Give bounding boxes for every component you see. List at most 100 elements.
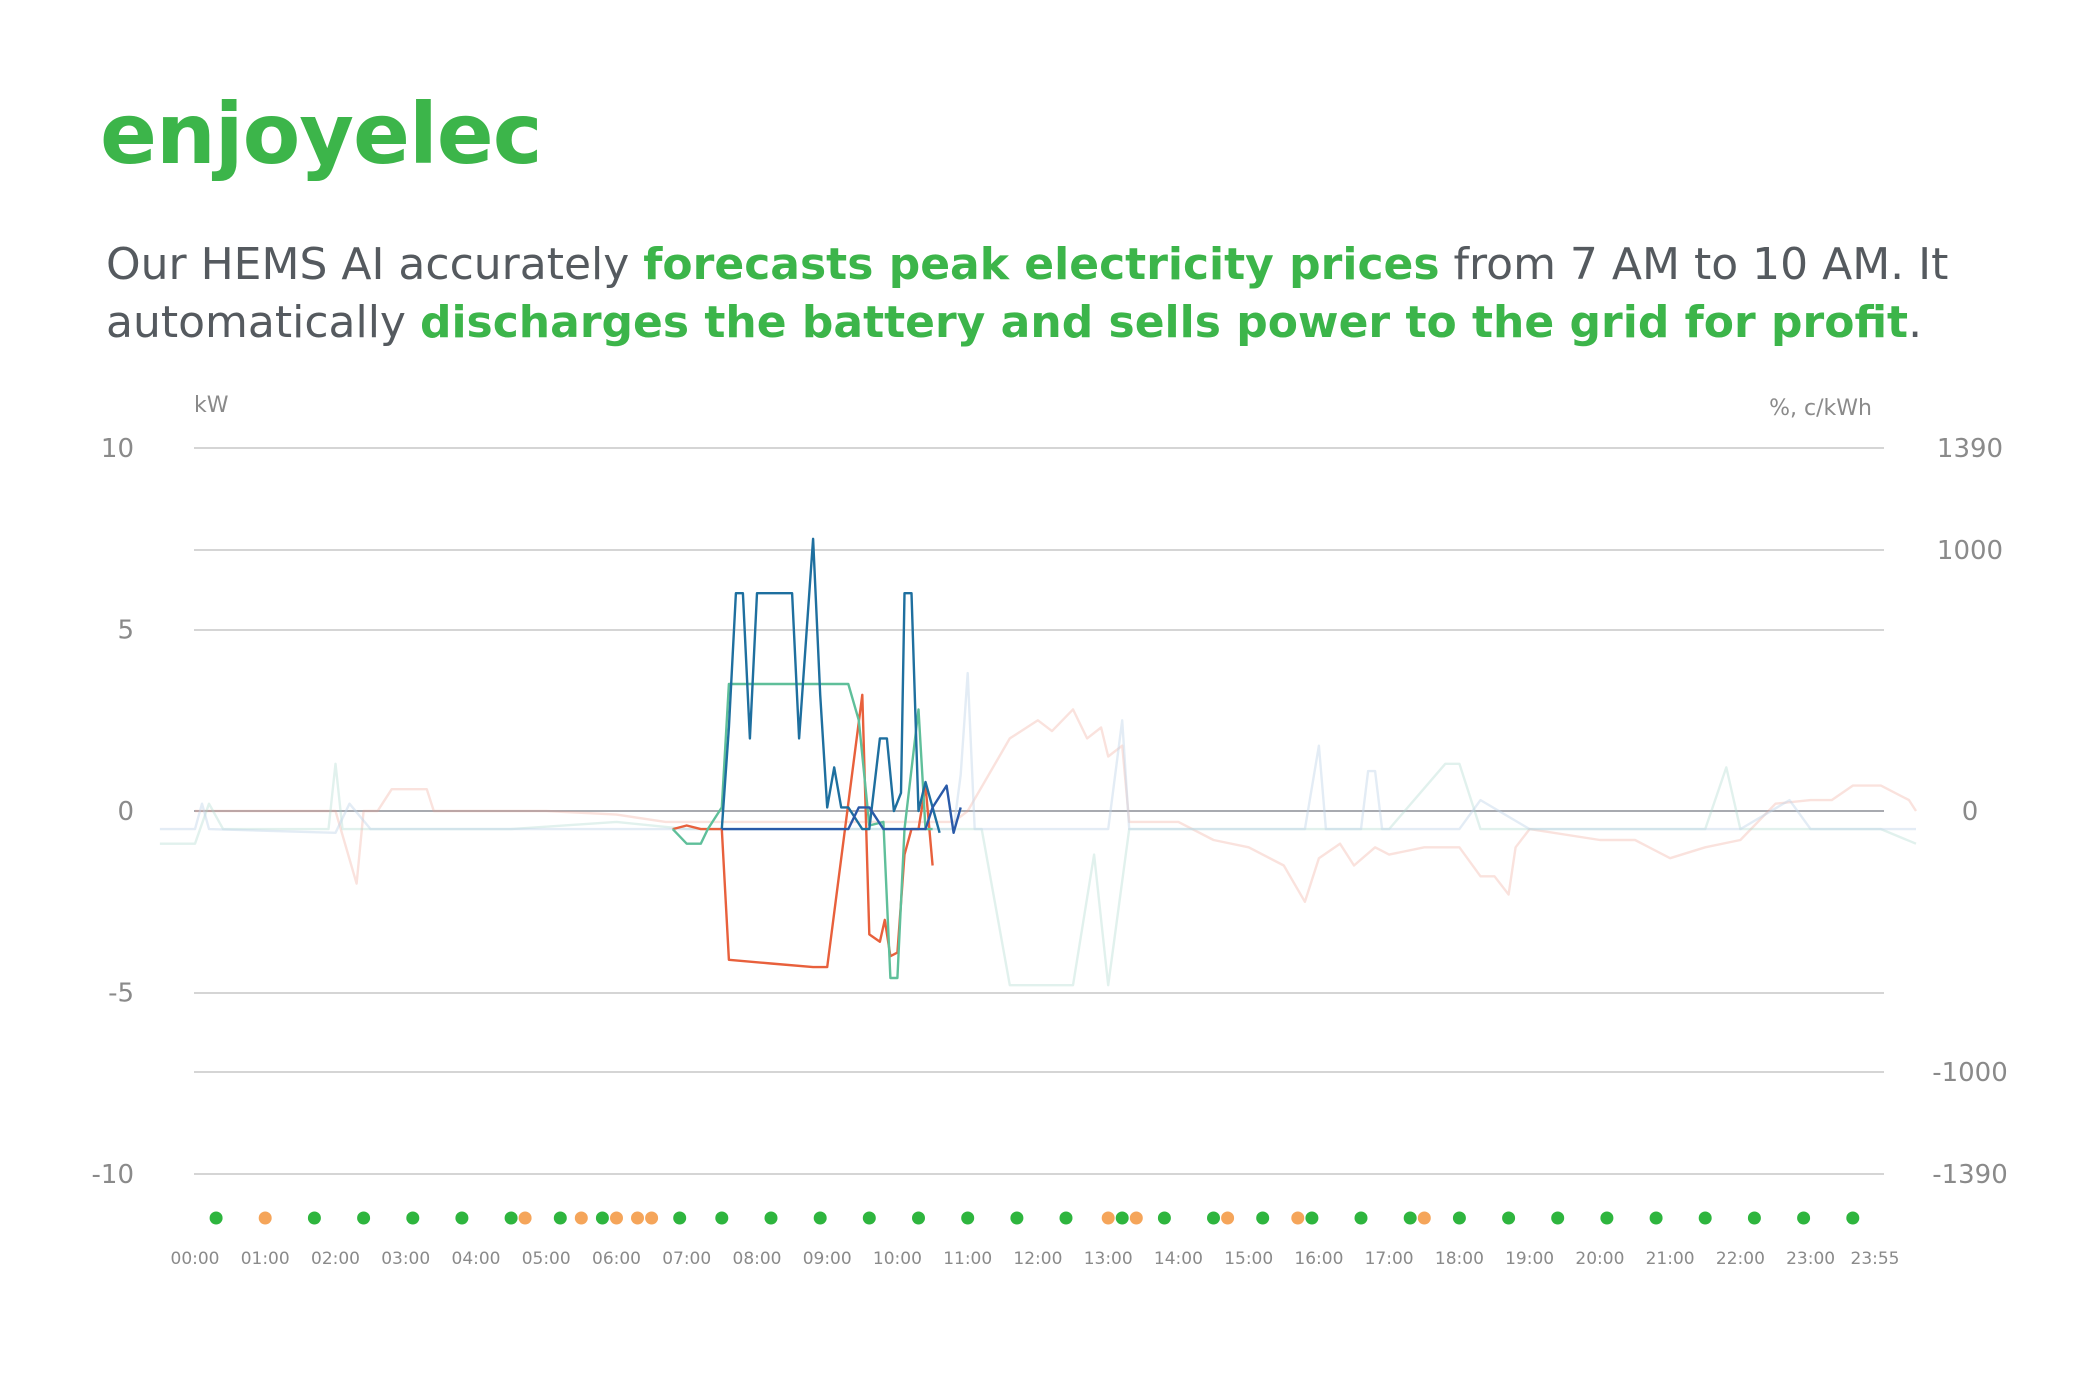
- x-tick-label: 11:00: [943, 1249, 992, 1269]
- price-dot-green: [357, 1211, 371, 1225]
- x-tick-label: 04:00: [452, 1249, 501, 1269]
- headline-part-2: from 7 AM to 10 AM. It automatically: [106, 239, 1949, 348]
- series-line-4: [195, 708, 1918, 903]
- price-dot-orange: [574, 1211, 588, 1225]
- x-tick-label: 01:00: [241, 1249, 290, 1269]
- right-tick-label: -1390: [1932, 1160, 2008, 1190]
- price-dot-orange: [1129, 1211, 1143, 1225]
- x-tick-label: 22:00: [1716, 1249, 1765, 1269]
- grid-lines: [194, 447, 1884, 1175]
- x-tick-label: 09:00: [803, 1249, 852, 1269]
- price-dot-orange: [1417, 1211, 1431, 1225]
- price-dot-orange: [1221, 1211, 1235, 1225]
- right-tick-label: 1390: [1937, 434, 2003, 464]
- right-tick-label: -1000: [1932, 1058, 2008, 1088]
- right-axis-unit: %, c/kWh: [1769, 396, 1872, 421]
- series-line-1: [671, 682, 933, 980]
- x-tick-label: 20:00: [1575, 1249, 1624, 1269]
- x-tick-label: 14:00: [1154, 1249, 1203, 1269]
- price-dot-green: [1354, 1211, 1368, 1225]
- x-tick-label: 21:00: [1646, 1249, 1695, 1269]
- price-dot-green: [813, 1211, 827, 1225]
- x-tick-label: 08:00: [733, 1249, 782, 1269]
- headline-part-1: Our HEMS AI accurately: [106, 239, 644, 290]
- series-line-6: [159, 671, 1916, 834]
- x-tick-label: 05:00: [522, 1249, 571, 1269]
- price-dot-green: [406, 1211, 420, 1225]
- series-line-5: [159, 762, 1917, 987]
- price-dot-green: [912, 1211, 925, 1225]
- series-line-3: [721, 784, 962, 834]
- price-dot-green: [1747, 1211, 1761, 1225]
- price-dot-orange: [258, 1211, 272, 1225]
- price-dot-green: [715, 1211, 729, 1225]
- price-dot-green: [209, 1211, 223, 1225]
- logo-text: enjoyelec: [100, 85, 543, 183]
- x-tick-label: 12:00: [1013, 1249, 1062, 1269]
- price-dot-green: [1059, 1211, 1073, 1225]
- price-dot-green: [1698, 1211, 1712, 1225]
- series-line-2: [720, 537, 941, 834]
- price-dot-green: [1256, 1211, 1270, 1225]
- price-dot-green: [1207, 1211, 1220, 1225]
- price-dot-green: [1649, 1211, 1663, 1225]
- price-dot-orange: [631, 1211, 644, 1225]
- x-tick-label: 03:00: [381, 1249, 430, 1269]
- price-status-dots: [209, 1211, 1860, 1225]
- enjoyelec-logo: enjoyelec: [100, 92, 543, 176]
- x-tick-label: 23:00: [1786, 1249, 1835, 1269]
- series-line-0: [672, 693, 934, 969]
- right-axis-ticks: 1390 1000 0 -1000 -1390: [1932, 434, 2008, 1190]
- price-dot-green: [595, 1211, 609, 1225]
- headline-highlight-1: forecasts peak electricity prices: [643, 239, 1440, 290]
- left-tick-label: 5: [117, 616, 134, 646]
- price-dot-green: [455, 1211, 469, 1225]
- price-dot-green: [553, 1211, 567, 1225]
- price-dot-green: [764, 1211, 778, 1225]
- x-tick-label: 15:00: [1224, 1249, 1273, 1269]
- price-dot-green: [504, 1211, 518, 1225]
- price-dot-green: [673, 1211, 687, 1225]
- left-tick-label: -5: [108, 979, 134, 1009]
- price-dot-green: [961, 1211, 975, 1225]
- series-lines: [159, 537, 1918, 987]
- price-dot-green: [1797, 1211, 1811, 1225]
- x-tick-label: 02:00: [311, 1249, 360, 1269]
- left-tick-label: 10: [101, 434, 134, 464]
- right-tick-label: 0: [1962, 797, 1979, 827]
- x-tick-label: 16:00: [1294, 1249, 1343, 1269]
- left-tick-label: 0: [117, 797, 134, 827]
- headline-part-3: .: [1908, 297, 1923, 348]
- price-dot-orange: [610, 1211, 623, 1225]
- x-tick-label: 19:00: [1505, 1249, 1554, 1269]
- price-dot-green: [1846, 1211, 1860, 1225]
- price-dot-green: [1010, 1211, 1024, 1225]
- price-dot-green: [1600, 1211, 1614, 1225]
- headline: Our HEMS AI accurately forecasts peak el…: [106, 236, 1986, 352]
- x-tick-label: 17:00: [1365, 1249, 1414, 1269]
- price-dot-green: [1403, 1211, 1417, 1225]
- price-dot-green: [1157, 1211, 1171, 1225]
- price-dot-orange: [1291, 1211, 1305, 1225]
- x-tick-label: 13:00: [1084, 1249, 1133, 1269]
- x-tick-label: 23:55: [1851, 1249, 1900, 1269]
- x-axis-ticks: 00:00 01:00 02:00 03:00 04:00 05:00 06:00 07:00…: [171, 1249, 1900, 1269]
- left-axis-ticks: 10 5 0 -5 -10: [92, 434, 134, 1190]
- price-dot-green: [1452, 1211, 1466, 1225]
- price-dot-green: [862, 1211, 876, 1225]
- price-dot-green: [1502, 1211, 1516, 1225]
- price-dot-green: [307, 1211, 321, 1225]
- x-tick-label: 07:00: [662, 1249, 711, 1269]
- price-dot-green: [1305, 1211, 1319, 1225]
- left-axis-unit: kW: [194, 393, 229, 418]
- x-tick-label: 00:00: [171, 1249, 220, 1269]
- price-dot-orange: [645, 1211, 659, 1225]
- price-dot-orange: [518, 1211, 532, 1225]
- price-dot-green: [1115, 1211, 1129, 1225]
- headline-highlight-2: discharges the battery and sells power t…: [419, 297, 1909, 348]
- right-tick-label: 1000: [1937, 536, 2003, 566]
- price-dot-green: [1551, 1211, 1565, 1225]
- left-tick-label: -10: [92, 1160, 134, 1190]
- x-tick-label: 06:00: [592, 1249, 641, 1269]
